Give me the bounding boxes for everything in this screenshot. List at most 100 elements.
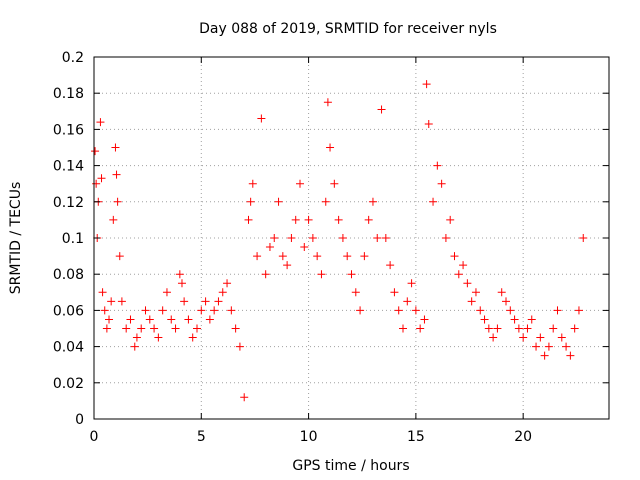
data-point [424,119,433,128]
data-point [214,297,223,306]
data-point [433,161,442,170]
data-point [467,297,476,306]
data-point [107,297,116,306]
x-tick-label: 0 [90,429,99,445]
data-point [274,197,283,206]
y-tick-label: 0.06 [53,303,84,319]
chart-title: Day 088 of 2019, SRMTID for receiver nyl… [199,21,497,37]
data-point [210,306,219,315]
data-point [523,324,532,333]
data-point [109,215,118,224]
data-point [446,215,455,224]
data-point [441,234,450,242]
data-point [171,324,180,333]
data-point [113,197,122,206]
data-point [390,288,399,297]
data-point [323,98,332,107]
data-point [476,306,485,315]
data-point [364,215,373,224]
data-point [527,315,536,324]
data-point [96,118,105,127]
data-point [463,279,472,288]
data-point [493,324,502,333]
data-point [450,252,459,261]
data-point [137,324,146,333]
data-point [102,324,111,333]
data-point [193,324,201,333]
data-point [334,215,343,224]
data-point [429,197,438,206]
data-point [489,333,498,342]
x-tick-label: 5 [197,429,206,445]
data-point [261,270,270,279]
data-point [326,143,335,152]
data-point [240,393,249,402]
y-tick-label: 0.1 [62,231,84,247]
gridlines [94,57,609,419]
y-axis-ticks: 0 0.02 0.04 0.06 0.08 0.1 0.12 0.14 0.16 0.18 0.2 [53,50,609,428]
data-point [321,197,330,206]
data-point [145,315,154,324]
data-point [304,215,313,224]
data-point [549,324,558,333]
data-point [197,306,206,315]
data-point [420,315,429,324]
data-point [368,197,377,206]
y-tick-label: 0 [75,412,84,428]
data-point [510,315,519,324]
data-point [246,197,255,206]
data-point [313,252,322,261]
data-point [278,252,287,261]
data-point [394,306,403,315]
data-point [283,261,292,270]
data-point [180,297,189,306]
data-point [403,297,412,306]
data-point [347,270,356,279]
data-point [300,243,309,252]
y-tick-label: 0.08 [53,267,84,283]
data-point [502,297,510,306]
data-point [235,342,244,351]
data-point [381,234,390,242]
data-point [553,306,562,315]
data-point [454,270,463,279]
data-point [167,315,176,324]
data-point [100,306,109,315]
data-point [91,147,100,156]
data-point [570,324,579,333]
x-tick-label: 15 [407,429,425,445]
data-point [98,288,107,297]
data-point [574,306,583,315]
data-point [579,234,588,242]
data-point [132,333,141,342]
data-point [97,174,106,183]
y-tick-label: 0.02 [53,376,84,392]
data-point [141,306,150,315]
data-point [437,179,446,188]
data-point [111,143,120,152]
data-point [150,324,159,333]
data-point [497,288,506,297]
data-point [351,288,360,297]
data-point [130,342,139,351]
data-point [162,288,171,297]
data-point [536,333,545,342]
data-point [360,252,369,261]
data-point [177,279,186,288]
data-point [257,114,266,123]
data-point [544,342,553,351]
data-point [205,315,214,324]
data-point [338,234,347,242]
data-point [343,252,352,261]
data-point [356,306,365,315]
data-point [484,324,493,333]
data-point [411,306,420,315]
data-point [154,333,163,342]
plot-frame [93,56,610,420]
x-axis-label: GPS time / hours [292,458,409,474]
x-tick-label: 10 [300,429,318,445]
data-point [158,306,167,315]
data-point [227,306,236,315]
data-point [557,333,566,342]
